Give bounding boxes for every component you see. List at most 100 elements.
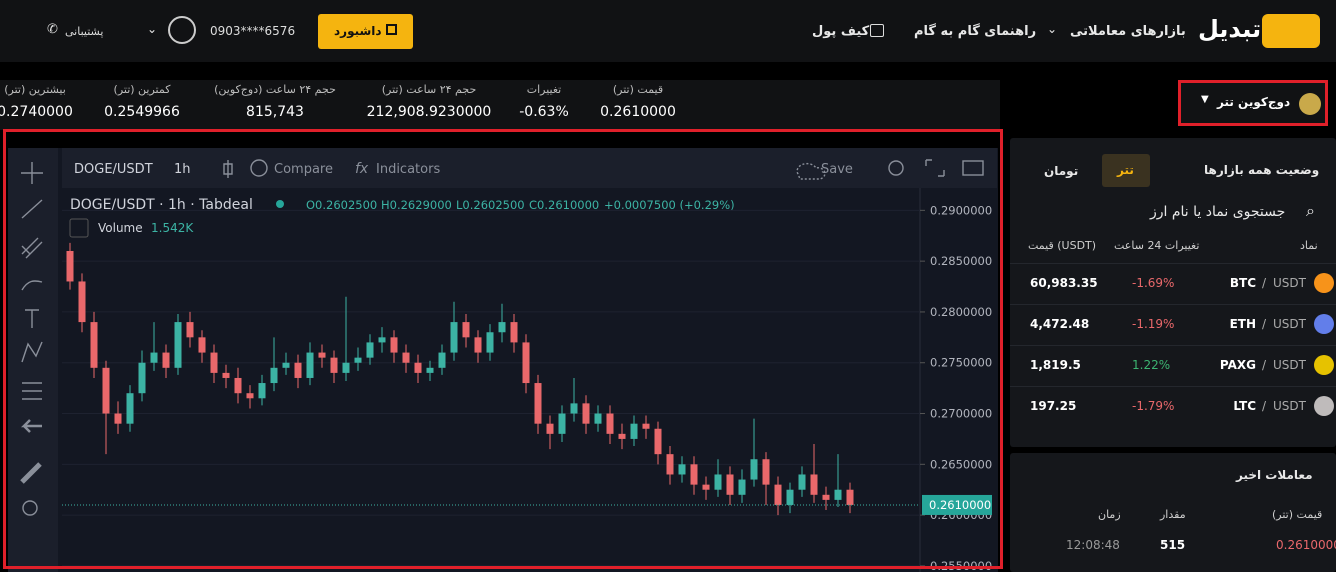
price: 1,819.5 (1030, 358, 1081, 372)
candle-type[interactable] (223, 160, 233, 178)
trendline-tool[interactable] (21, 199, 43, 219)
candle-body (666, 454, 674, 475)
separator: / (1261, 399, 1266, 413)
candle-body (414, 362, 422, 373)
indicators-icon: fx (355, 161, 369, 177)
change: -1.79% (1132, 399, 1175, 413)
legend-title: DOGE/USDT · 1h · Tabdeal (70, 197, 253, 213)
candle-body (258, 383, 266, 399)
last-price-label: 0.2610000 (929, 498, 991, 512)
crosshair-tool[interactable] (21, 162, 43, 184)
base: LTC (1233, 399, 1256, 413)
coin-icon (1314, 314, 1334, 334)
text-tool[interactable] (25, 309, 39, 328)
save-button[interactable]: Save (821, 162, 853, 177)
support[interactable]: پشتیبانی (65, 25, 104, 38)
search-input[interactable]: جستجوی نماد یا نام ارز (1150, 204, 1286, 220)
nav-guide[interactable]: راهنمای گام به گام (914, 24, 1037, 39)
market-row[interactable]: USDT / BTC -1.69% 60,983.35 (1010, 263, 1336, 304)
candle-body (198, 337, 206, 353)
candle-body (534, 383, 542, 424)
candle-body (726, 474, 734, 495)
interval-button[interactable]: 1h (174, 162, 191, 177)
market-row[interactable]: USDT / LTC -1.79% 197.25 (1010, 386, 1336, 427)
base: ETH (1229, 317, 1256, 331)
collapse-button[interactable] (69, 218, 89, 238)
stat-label: حجم ۲۴ ساعت (تتر) (381, 83, 477, 96)
candle-body (714, 474, 722, 490)
candle-body (582, 403, 590, 424)
y-tick-label: 0.2550000 (930, 559, 992, 572)
back-tool[interactable] (20, 419, 42, 433)
coin-icon (1314, 396, 1334, 416)
doge-icon (1299, 93, 1321, 115)
separator: / (1261, 317, 1266, 331)
candle-body (282, 362, 290, 368)
candle-body (126, 393, 134, 424)
ruler-tool[interactable] (20, 462, 42, 484)
market-row[interactable]: USDT / ETH -1.19% 4,472.48 (1010, 304, 1336, 345)
col-change: تغییرات 24 ساعت (1114, 239, 1200, 252)
tab-toman[interactable]: تومان (1044, 164, 1079, 178)
coin-icon (1314, 273, 1334, 293)
market-row[interactable]: USDT / PAXG 1.22% 1,819.5 (1010, 345, 1336, 386)
user-phone[interactable]: 0903****6576 (210, 24, 296, 38)
legend-high: H0.2629000 (381, 198, 452, 212)
y-tick-label: 0.2850000 (930, 254, 992, 268)
measure-tool[interactable] (22, 382, 42, 400)
compare-button[interactable]: Compare (274, 162, 333, 177)
trade-amount: 515 (1160, 538, 1186, 552)
zoom-tool[interactable] (22, 500, 38, 516)
y-tick-label: 0.2750000 (930, 356, 992, 370)
candle-body (678, 464, 686, 475)
candle-body (606, 413, 614, 434)
pair-selector[interactable]: دوج‌کوین تتر ▼ (1178, 80, 1328, 126)
compare-icon (250, 159, 268, 177)
legend-close: C0.2610000 (529, 198, 599, 212)
stat-value: 815,743 (246, 104, 304, 120)
change: 1.22% (1132, 358, 1171, 372)
logo-icon (1262, 14, 1320, 48)
coin-icon (1314, 355, 1334, 375)
candle-body (234, 377, 242, 394)
candle-body (246, 393, 254, 399)
symbol-button[interactable]: DOGE/USDT (74, 162, 153, 177)
candle-body (498, 322, 506, 333)
legend-open: O0.2602500 (306, 198, 377, 212)
pattern-tool[interactable] (21, 341, 43, 363)
pair-name: دوج‌کوین تتر (1217, 95, 1291, 109)
candle-body (618, 433, 626, 439)
candle-body (738, 479, 746, 495)
nav-wallet[interactable]: کیف پول (812, 24, 870, 39)
settings[interactable] (888, 160, 904, 176)
candle-body (438, 352, 446, 368)
fullscreen[interactable] (925, 159, 945, 177)
y-tick-label: 0.2700000 (930, 407, 992, 421)
fib-tool[interactable] (21, 237, 43, 259)
nav-markets[interactable]: بازارهای معاملاتی (1070, 24, 1186, 39)
volume-value: 1.542K (151, 221, 194, 235)
candle-body (570, 403, 578, 414)
user-avatar[interactable] (168, 16, 196, 44)
y-tick-label: 0.2800000 (930, 305, 992, 319)
screenshot[interactable] (962, 160, 984, 176)
tab-usdt: تتر (1117, 163, 1134, 177)
candle-body (78, 281, 86, 323)
wallet-icon (870, 24, 884, 37)
logo-text[interactable]: تبدیل (1198, 15, 1262, 43)
candle-body (510, 322, 518, 343)
stat-label: کمترین (تتر) (113, 83, 171, 96)
tab-active[interactable]: تتر (1102, 154, 1150, 187)
last-price-tag (922, 494, 992, 515)
dashboard-icon (386, 24, 397, 35)
price: 60,983.35 (1030, 276, 1098, 290)
stat-label: تغییرات (526, 83, 562, 96)
candle-body (786, 489, 794, 505)
trade-time: 12:08:48 (1066, 538, 1120, 552)
dashboard-button[interactable]: داشبورد (318, 14, 413, 49)
brush-tool[interactable] (21, 280, 43, 291)
indicators-button[interactable]: Indicators (376, 162, 440, 177)
candle-body (750, 459, 758, 480)
